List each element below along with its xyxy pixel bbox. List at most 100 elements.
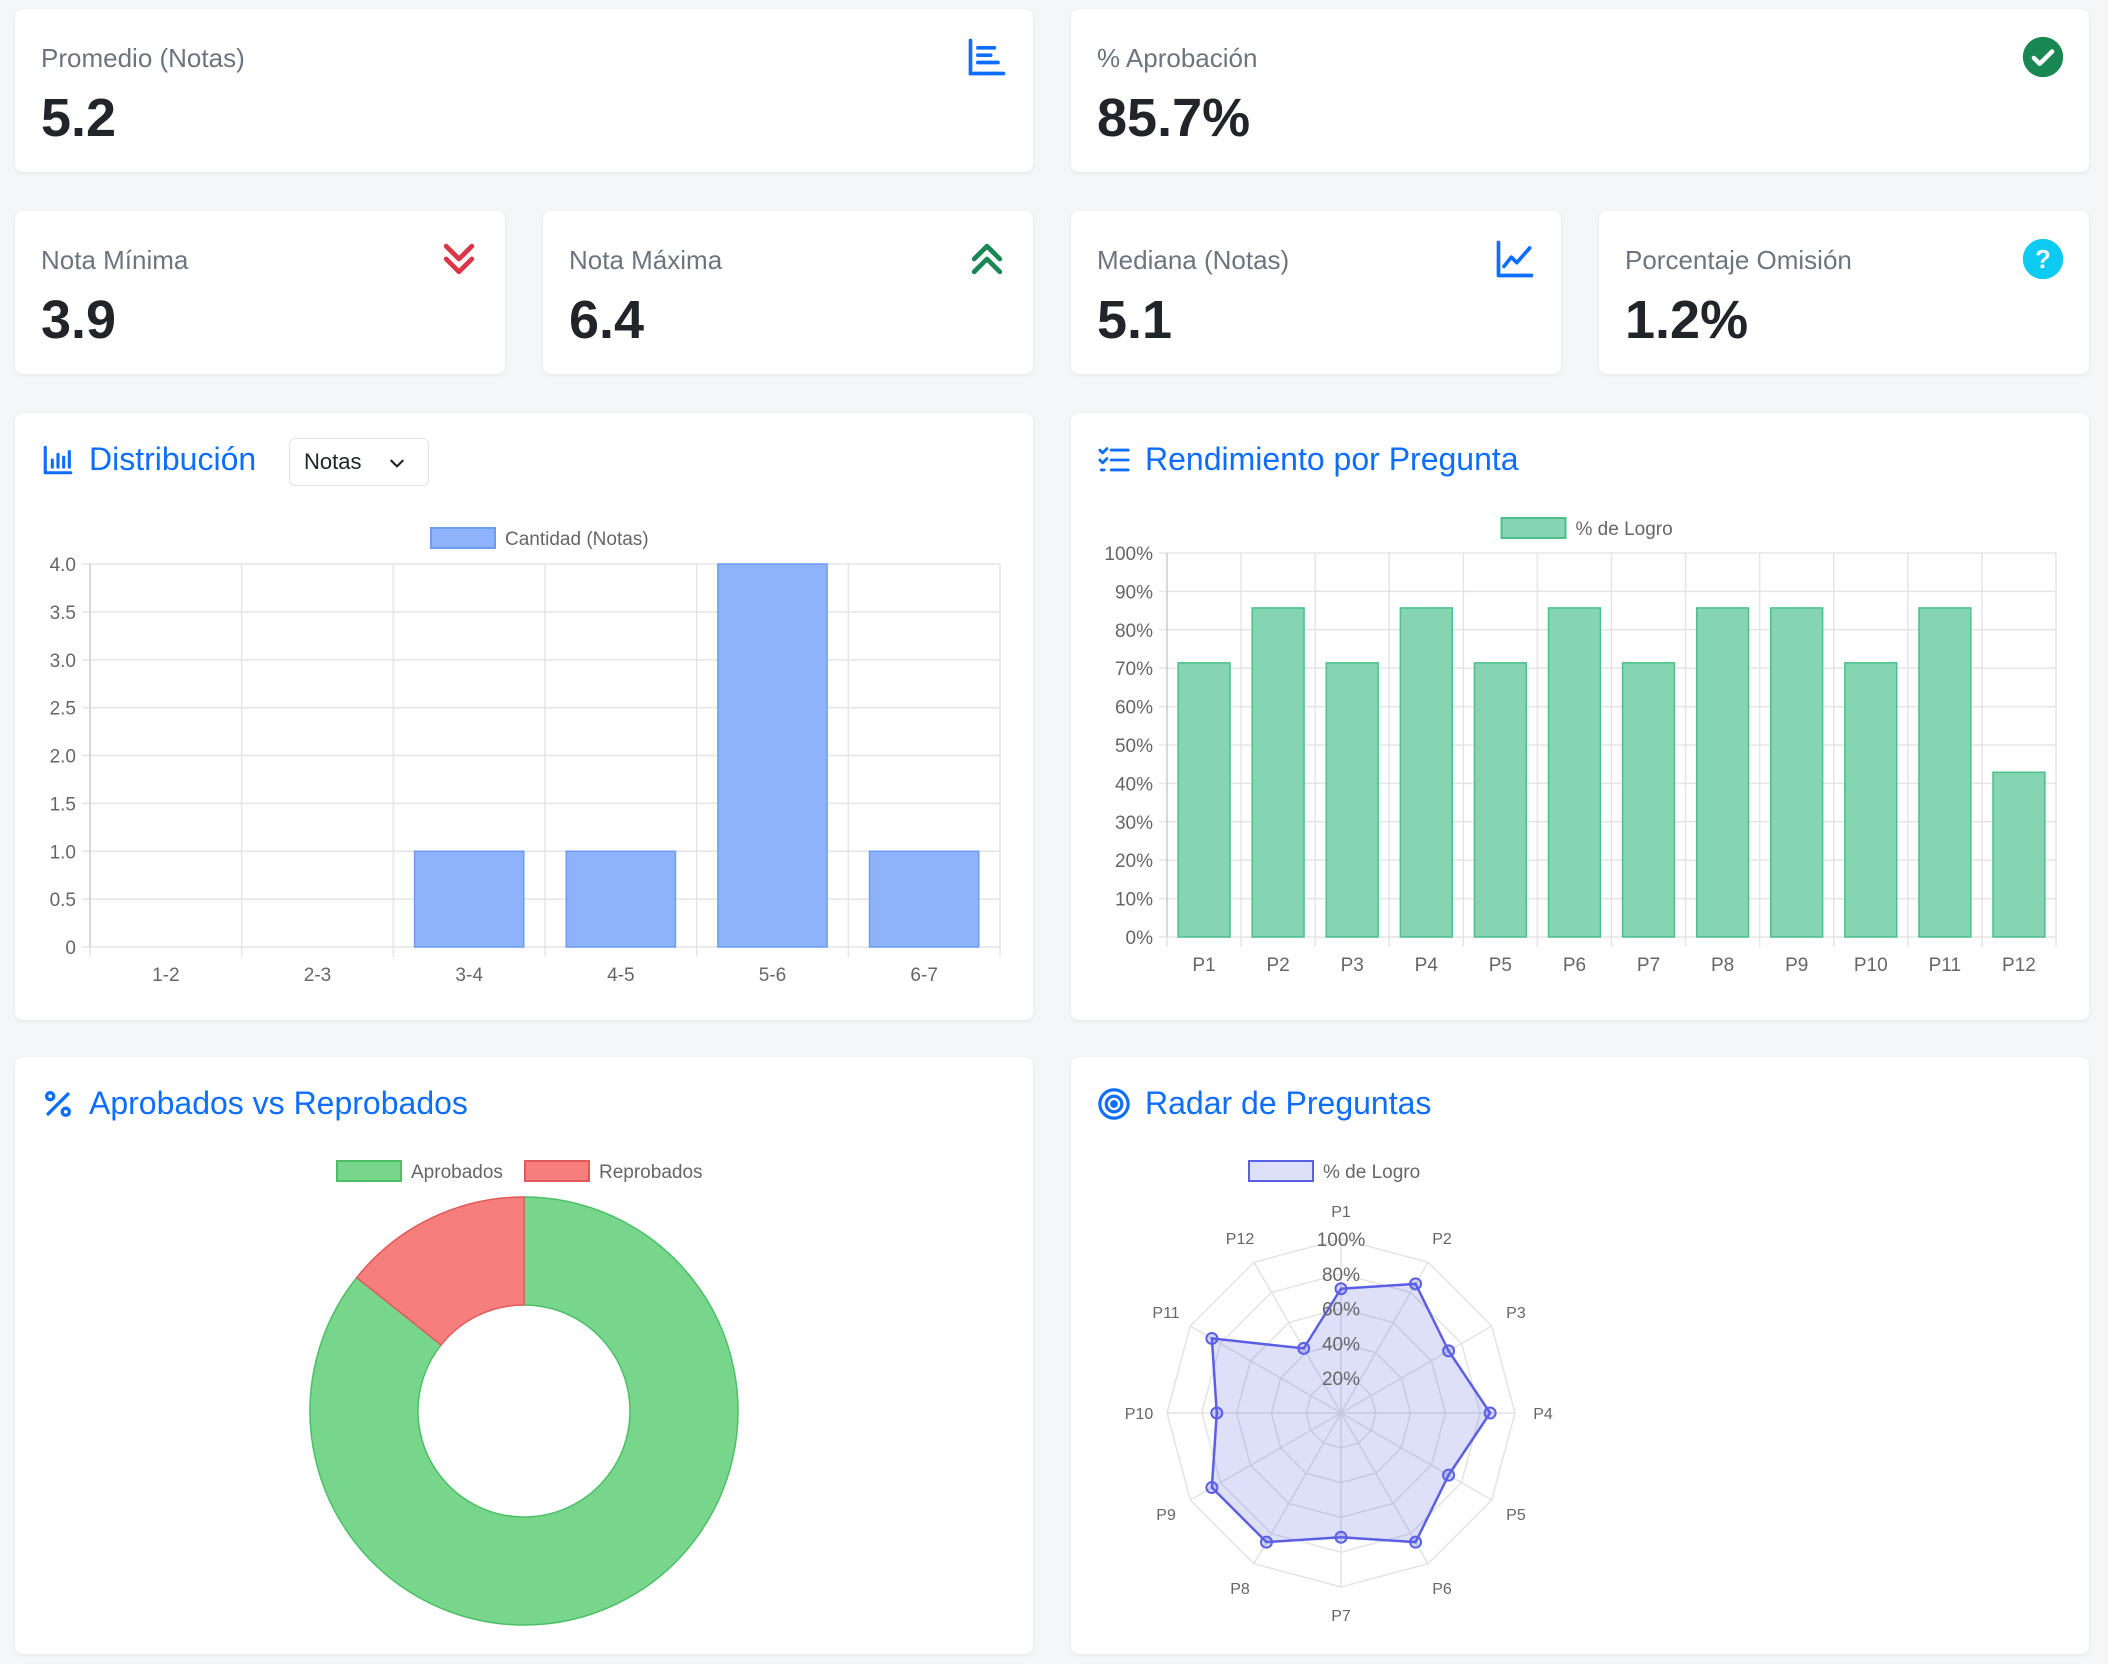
radar-point-label: P4 (1533, 1406, 1553, 1423)
radar-point-label: P3 (1506, 1305, 1526, 1322)
y-tick-label: 30% (1115, 813, 1153, 834)
x-tick-label: P2 (1267, 955, 1290, 976)
y-tick-label: 90% (1115, 582, 1153, 603)
radar-tick-label: 20% (1322, 1369, 1360, 1390)
radar-point-label: P10 (1125, 1406, 1154, 1423)
y-tick-label: 4.0 (50, 555, 76, 576)
x-tick-label: 4-5 (607, 965, 634, 986)
radar-point (1334, 1530, 1348, 1544)
x-tick-label: 2-3 (304, 965, 331, 986)
stat-card-maxima: Nota Máxima 6.4 (543, 211, 1033, 374)
select-value: Notas (304, 449, 362, 474)
bar (1547, 607, 1602, 938)
check-circle-icon (2022, 36, 2064, 78)
y-tick-label: 10% (1115, 890, 1153, 911)
radar-spoke (1340, 1261, 1429, 1414)
bar-chart-icon (43, 445, 73, 474)
y-tick-label: 20% (1115, 851, 1153, 872)
stat-card-omision: Porcentaje Omisión 1.2% ? (1599, 211, 2089, 374)
stat-card-mediana: Mediana (Notas) 5.1 (1071, 211, 1561, 374)
radar-spoke (1340, 1412, 1429, 1565)
stat-label: % Aprobación (1097, 43, 1258, 73)
stat-value: 6.4 (569, 290, 645, 350)
bar (1621, 662, 1676, 938)
performance-chart: % de Logro 0% 10% 20% 30% 40% 50% 60% 70% 80% 90% 1… (1104, 517, 2057, 976)
radar-point-label: P7 (1331, 1608, 1351, 1625)
radar-spoke (1189, 1325, 1342, 1414)
legend-swatch (336, 1160, 402, 1182)
x-tick-label: P7 (1637, 955, 1660, 976)
stat-value: 1.2% (1625, 290, 1749, 350)
radar-point (1409, 1277, 1423, 1291)
y-tick-label: 3.5 (50, 603, 76, 624)
legend-swatch (1500, 517, 1567, 539)
legend-label: % de Logro (1323, 1162, 1420, 1183)
y-tick-label: 70% (1115, 659, 1153, 680)
stat-value: 5.1 (1097, 290, 1173, 350)
bar (1251, 607, 1305, 938)
chevron-down-icon (390, 459, 404, 468)
bar (717, 563, 828, 948)
radar-point (1483, 1406, 1497, 1420)
radar-point-label: P11 (1152, 1305, 1179, 1322)
x-tick-label: P3 (1341, 955, 1364, 976)
bar (1918, 607, 1972, 938)
stat-card-promedio: Promedio (Notas) 5.2 (15, 9, 1033, 172)
bar (1325, 662, 1379, 938)
stat-label: Promedio (Notas) (41, 43, 245, 73)
stat-card-minima: Nota Mínima 3.9 (15, 211, 505, 374)
radar-tick-label: 100% (1317, 1230, 1366, 1251)
radar-tick-label: 40% (1322, 1334, 1360, 1355)
chart-card-aprobados: Aprobados vs Reprobados Aprobados Reproba… (15, 1057, 1033, 1654)
radar-point-label: P6 (1432, 1581, 1452, 1598)
pie-slice (355, 1196, 525, 1346)
radar-point (1334, 1282, 1348, 1296)
distribution-select[interactable]: Notas (289, 438, 429, 486)
bar (1399, 607, 1453, 938)
y-tick-label: 50% (1115, 736, 1153, 757)
chart-title-text: Radar de Preguntas (1145, 1085, 1432, 1121)
stat-label: Nota Mínima (41, 245, 189, 275)
x-tick-label: P6 (1563, 955, 1586, 976)
double-chevron-up-icon (971, 243, 1003, 275)
chart-title-text: Aprobados vs Reprobados (89, 1085, 468, 1121)
line-chart-icon (1496, 240, 1534, 278)
y-tick-label: 100% (1104, 544, 1153, 565)
y-tick-label: 0 (65, 938, 76, 959)
chart-card-rendimiento: Rendimiento por Pregunta % de Logro 0% 10%… (1071, 413, 2089, 1020)
x-tick-label: P1 (1192, 955, 1215, 976)
radar-tick-label: 80% (1322, 1265, 1360, 1286)
radar-spoke (1253, 1412, 1342, 1565)
legend-label: Reprobados (599, 1162, 703, 1183)
x-tick-label: P5 (1489, 955, 1512, 976)
x-tick-label: 6-7 (910, 965, 937, 986)
svg-text:?: ? (2035, 246, 2051, 274)
radar-point (1205, 1481, 1219, 1495)
bar (413, 850, 525, 948)
approval-chart: Aprobados Reprobados (309, 1160, 739, 1626)
chart-title: Aprobados vs Reprobados (41, 1085, 468, 1122)
legend-label: Aprobados (411, 1162, 503, 1183)
y-tick-label: 0.5 (50, 890, 76, 911)
legend-swatch (524, 1160, 590, 1182)
radar-point-label: P9 (1156, 1507, 1176, 1524)
radar-point (1442, 1468, 1456, 1482)
x-tick-label: 3-4 (455, 965, 483, 986)
chart-title: Rendimiento por Pregunta (1097, 441, 1519, 478)
radar-tick-label: 60% (1322, 1300, 1360, 1321)
chart-title: Radar de Preguntas (1097, 1085, 1431, 1122)
radar-spoke (1340, 1325, 1493, 1414)
bar (1770, 607, 1824, 938)
y-tick-label: 60% (1115, 698, 1153, 719)
bar-chart-icon (968, 38, 1006, 76)
chart-title-text: Distribución (89, 441, 257, 477)
radar-point-label: P2 (1432, 1231, 1452, 1248)
legend-label: % de Logro (1576, 519, 1673, 540)
distribution-chart: Cantidad (Notas) 0 0.5 1.0 1.5 2.0 2.5 3.0 3.5 4.… (50, 527, 1001, 986)
legend-swatch (430, 527, 496, 549)
x-tick-label: P11 (1929, 955, 1961, 976)
y-tick-label: 40% (1115, 774, 1153, 795)
x-tick-label: 5-6 (759, 965, 786, 986)
stat-card-aprobacion: % Aprobación 85.7% (1071, 9, 2089, 172)
x-tick-label: P10 (1854, 955, 1888, 976)
